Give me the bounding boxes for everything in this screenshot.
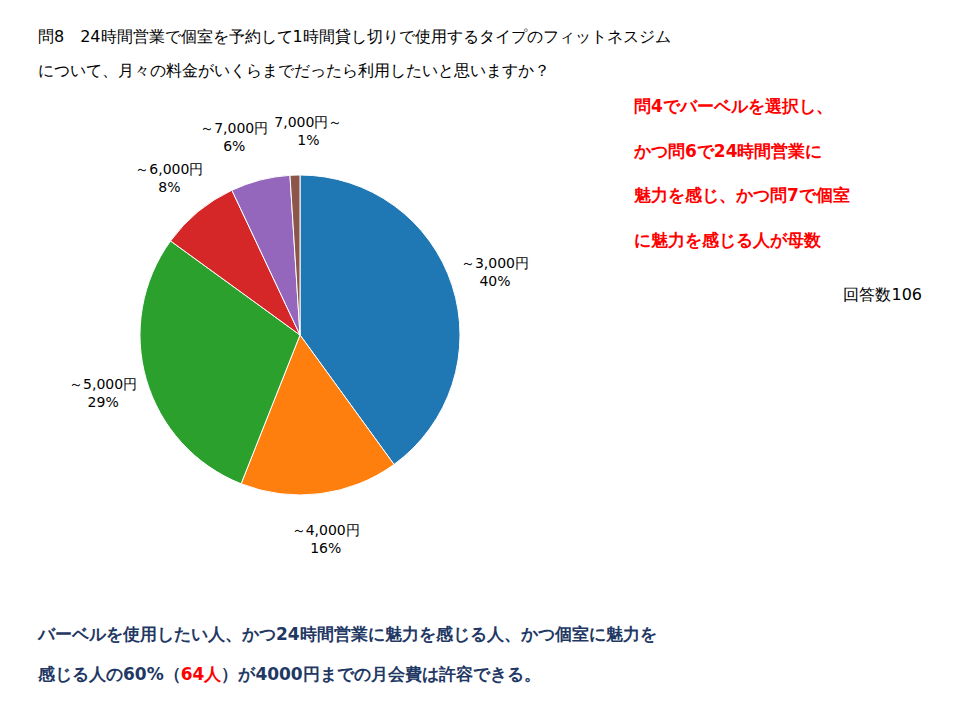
- data-label: 8%: [158, 179, 180, 195]
- data-label: 1%: [297, 132, 319, 148]
- annotation-segment: 64人: [181, 664, 223, 684]
- data-label: 16%: [310, 540, 341, 556]
- slice-labels: ～3,000円40%～4,000円16%～5,000円29%～6,000円8%～…: [69, 114, 529, 556]
- annotation: に魅力を感じる人が母数: [634, 230, 822, 250]
- chart: 問8 24時間営業で個室を予約して1時間貸し切りで使用するタイプのフィットネスジ…: [0, 0, 960, 720]
- slice-label-text: ～3,000円 40%: [461, 255, 529, 289]
- slice-label: ～6,000円 8%: [135, 161, 203, 195]
- annotation: 魅力を感じ、かつ問7で個室: [633, 185, 850, 205]
- pie: [140, 175, 460, 495]
- slice-label-text: ～6,000円 8%: [135, 161, 203, 195]
- category-label: ～4,000円: [292, 522, 360, 538]
- category-label: ～3,000円: [461, 255, 529, 271]
- annotation-segment: バーベルを使用したい人、かつ24時間営業に魅力を感じる人、かつ個室に魅力を: [37, 624, 657, 644]
- category-label: ～5,000円: [69, 376, 137, 392]
- category-label: ～6,000円: [135, 161, 203, 177]
- category-label: 7,000円～: [274, 114, 342, 130]
- background: [0, 0, 960, 720]
- annotation-segment: 感じる人の60%（: [37, 664, 181, 684]
- slice-label-text: 7,000円～ 1%: [274, 114, 342, 148]
- annotation-segment: かつ問6で24時間営業に: [633, 141, 823, 161]
- subtitle: について、月々の料金がいくらまでだったら利用したいと思いますか？: [38, 61, 550, 80]
- annotation-segment: ）が4000円までの月会費は許容できる。: [221, 664, 540, 684]
- pie-slice: [232, 175, 300, 335]
- annotation-segment: 問4でバーベルを選択し、: [634, 96, 833, 116]
- slice-label: ～4,000円 16%: [292, 522, 360, 556]
- slice-label-text: ～5,000円 29%: [69, 376, 137, 410]
- slice-label-text: ～7,000円 6%: [200, 120, 268, 154]
- annotation: かつ問6で24時間営業に: [633, 141, 823, 161]
- slice-label-text: ～4,000円 16%: [292, 522, 360, 556]
- data-label: 40%: [479, 273, 510, 289]
- annotation: 回答数106: [843, 285, 922, 304]
- slice-label: ～7,000円 6%: [200, 120, 268, 154]
- annotation-segment: 回答数106: [843, 285, 922, 304]
- data-label: 29%: [88, 394, 119, 410]
- pie-slice: [290, 175, 300, 335]
- slice-label: ～5,000円 29%: [69, 376, 137, 410]
- data-label: 6%: [223, 138, 245, 154]
- annotation: 感じる人の60%（64人）が4000円までの月会費は許容できる。: [37, 664, 541, 684]
- annotation: 問4でバーベルを選択し、: [634, 96, 833, 116]
- slice-label: 7,000円～ 1%: [274, 114, 342, 148]
- title: 問8 24時間営業で個室を予約して1時間貸し切りで使用するタイプのフィットネスジ…: [38, 27, 671, 46]
- annotation-segment: に魅力を感じる人が母数: [634, 230, 822, 250]
- annotation: バーベルを使用したい人、かつ24時間営業に魅力を感じる人、かつ個室に魅力を: [37, 624, 657, 644]
- slice-label: ～3,000円 40%: [461, 255, 529, 289]
- category-label: ～7,000円: [200, 120, 268, 136]
- annotation-segment: 魅力を感じ、かつ問7で個室: [633, 185, 850, 205]
